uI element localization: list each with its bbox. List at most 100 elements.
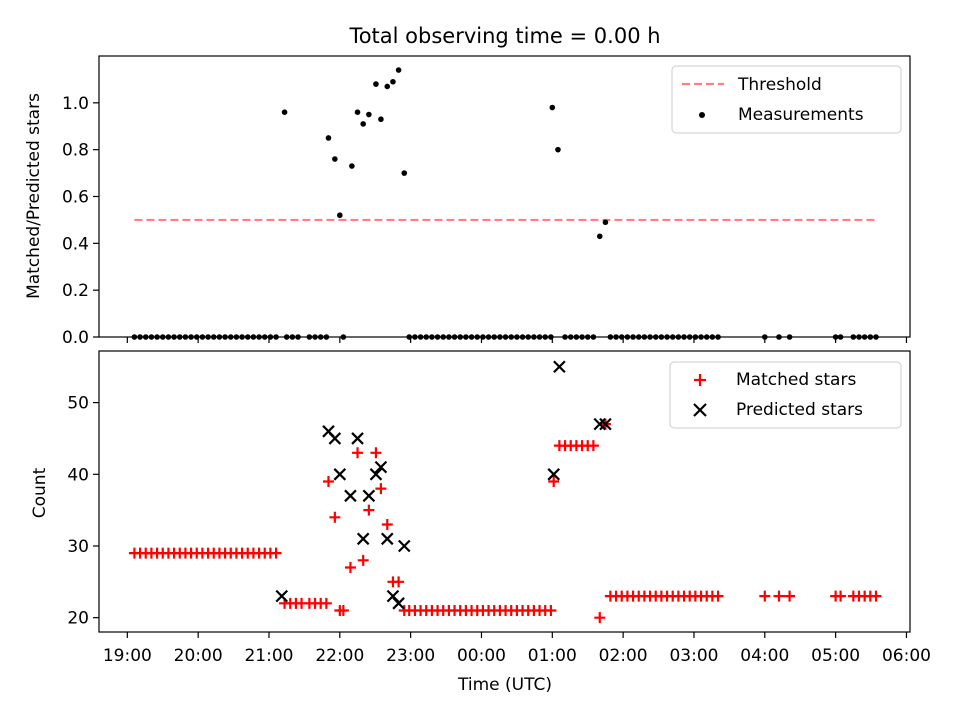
bottom-plot-frame bbox=[98, 350, 911, 633]
predicted-legend-label: Predicted stars bbox=[736, 400, 863, 420]
matched-star-point bbox=[370, 447, 382, 459]
predicted-star-point bbox=[397, 539, 411, 553]
predicted-star-point bbox=[374, 460, 388, 474]
measurements-legend-swatch bbox=[699, 112, 705, 118]
bottom-plot-marks bbox=[128, 360, 882, 624]
x-tick-label: 00:00 bbox=[457, 646, 506, 666]
measurement-point bbox=[384, 83, 391, 90]
predicted-legend-swatch bbox=[693, 403, 707, 417]
matched-star-point bbox=[337, 604, 349, 616]
matched-star-point bbox=[357, 554, 369, 566]
predicted-star-point bbox=[593, 417, 607, 431]
bottom-y-tick-label: 20 bbox=[67, 609, 89, 629]
measurement-point bbox=[281, 109, 288, 115]
matched-star-point bbox=[270, 547, 282, 559]
predicted-star-point bbox=[392, 597, 405, 610]
matched-star-point bbox=[344, 561, 356, 573]
matched-legend-swatch bbox=[694, 374, 706, 386]
predicted-star-point bbox=[344, 489, 357, 503]
top-axis-ticks: 0.0 0.2 0.4 0.6 0.8 1.0 bbox=[62, 94, 908, 348]
bottom-y-tick-label: 30 bbox=[67, 537, 89, 557]
matched-star-point bbox=[393, 576, 405, 588]
measurement-point bbox=[390, 78, 396, 85]
matched-star-point bbox=[329, 511, 341, 523]
measurement-point bbox=[555, 146, 561, 153]
measurement-point bbox=[325, 135, 332, 141]
predicted-star-point bbox=[328, 432, 342, 445]
measurements-legend-label: Measurements bbox=[738, 105, 864, 125]
matched-star-point bbox=[773, 590, 785, 602]
top-y-tick-label: 0.4 bbox=[62, 234, 89, 254]
x-tick-label: 21:00 bbox=[244, 646, 293, 666]
measurement-point bbox=[378, 116, 384, 123]
x-tick-label: 22:00 bbox=[315, 646, 364, 666]
top-y-tick-label: 0.6 bbox=[62, 188, 89, 208]
matched-star-point bbox=[594, 612, 606, 624]
bottom-y-tick-label: 50 bbox=[67, 394, 89, 414]
predicted-star-point bbox=[553, 360, 566, 374]
matched-star-point bbox=[381, 518, 393, 530]
top-legend: Threshold Measurements bbox=[671, 65, 902, 134]
x-tick-label: 23:00 bbox=[386, 646, 435, 666]
measurement-point bbox=[332, 156, 338, 162]
matched-star-point bbox=[363, 504, 375, 516]
top-legend-box bbox=[671, 65, 902, 134]
x-tick-label: 20:00 bbox=[174, 646, 223, 666]
predicted-star-point bbox=[351, 432, 364, 445]
top-y-axis-label: Matched/Predicted stars bbox=[24, 93, 44, 299]
measurement-point bbox=[337, 212, 343, 219]
x-tick-label: 19:00 bbox=[103, 646, 152, 666]
bottom-y-tick-label: 40 bbox=[67, 465, 89, 485]
matched-star-point bbox=[322, 475, 334, 487]
matched-star-point bbox=[784, 590, 796, 602]
measurement-point bbox=[360, 121, 366, 127]
measurement-point bbox=[602, 219, 609, 226]
matched-star-point bbox=[870, 590, 882, 602]
top-y-tick-label: 0.0 bbox=[62, 328, 89, 348]
x-tick-label: 01:00 bbox=[528, 646, 577, 666]
matched-star-point bbox=[587, 440, 599, 452]
measurement-point bbox=[401, 170, 408, 176]
matched-star-point bbox=[835, 590, 847, 602]
matched-star-point bbox=[548, 475, 560, 487]
measurement-point bbox=[354, 109, 361, 115]
measurement-point bbox=[596, 233, 603, 240]
matched-star-point bbox=[759, 590, 771, 602]
top-y-tick-label: 1.0 bbox=[62, 94, 89, 114]
predicted-star-point bbox=[547, 468, 561, 481]
bottom-panel: Count Time (UTC) 20 30 40 50 19:00 20:00 21:00… bbox=[30, 350, 931, 695]
top-plot-frame bbox=[98, 55, 911, 338]
x-tick-label: 02:00 bbox=[599, 646, 648, 666]
predicted-star-point bbox=[380, 532, 394, 546]
matched-legend-label: Matched stars bbox=[736, 370, 856, 390]
x-tick-label: 06:00 bbox=[882, 646, 931, 666]
measurement-point bbox=[373, 81, 379, 87]
bottom-legend-box bbox=[669, 361, 902, 429]
matched-star-point bbox=[545, 604, 557, 616]
measurement-point bbox=[549, 104, 556, 111]
matched-star-point bbox=[375, 483, 387, 495]
bottom-axis-ticks: 20 30 40 50 19:00 20:00 21:00 22:00 23:00 00:00 01… bbox=[67, 394, 931, 666]
bottom-y-axis-label: Count bbox=[30, 467, 50, 518]
top-y-tick-label: 0.8 bbox=[62, 141, 89, 161]
threshold-legend-label: Threshold bbox=[737, 75, 822, 95]
top-panel: Total observing time = 0.00 h Matched/Pr… bbox=[24, 24, 911, 348]
predicted-star-point bbox=[356, 532, 370, 546]
matched-star-point bbox=[320, 597, 332, 609]
bottom-legend: Matched stars Predicted stars bbox=[669, 361, 902, 429]
predicted-star-point bbox=[599, 417, 612, 431]
x-tick-label: 03:00 bbox=[669, 646, 718, 666]
predicted-star-point bbox=[362, 489, 376, 503]
top-chart-title: Total observing time = 0.00 h bbox=[348, 24, 660, 48]
measurement-point bbox=[349, 163, 355, 169]
matched-star-point bbox=[352, 447, 364, 459]
measurement-point bbox=[395, 67, 402, 73]
measurement-point bbox=[366, 111, 372, 118]
predicted-star-point bbox=[333, 468, 347, 481]
matched-star-point bbox=[712, 590, 724, 602]
predicted-star-point bbox=[275, 589, 289, 603]
predicted-star-point bbox=[369, 468, 383, 481]
x-tick-label: 04:00 bbox=[740, 646, 789, 666]
x-axis-label: Time (UTC) bbox=[457, 675, 552, 695]
